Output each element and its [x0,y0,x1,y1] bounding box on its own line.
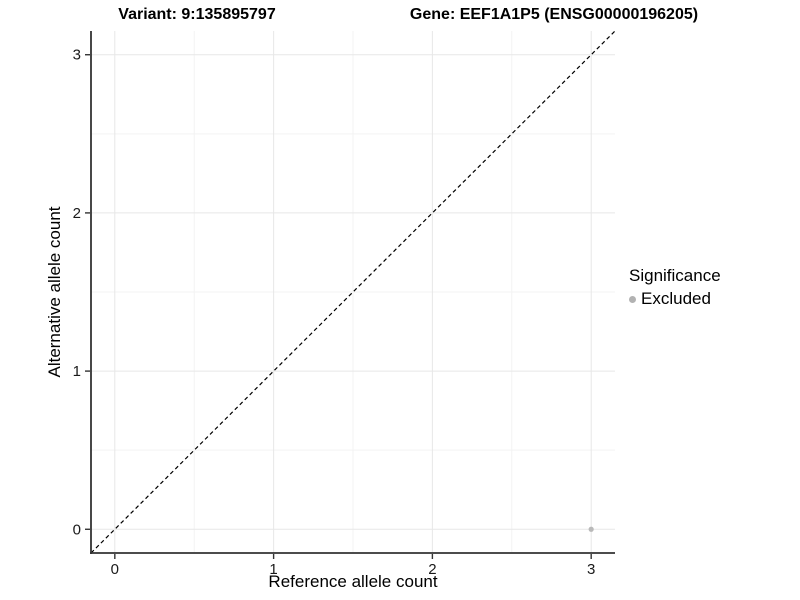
y-tick-label-2: 2 [73,205,81,222]
x-tick-label-1: 1 [269,561,277,578]
y-tick-label-3: 3 [73,47,81,64]
legend-title: Significance [629,266,721,285]
data-point-excluded [588,526,594,532]
legend-point-icon [629,295,636,303]
y-axis-label: Alternative allele count [45,206,64,378]
legend-entry-excluded: Excluded [629,289,721,309]
x-tick-label-0: 0 [111,561,119,578]
y-tick-label-0: 0 [73,521,81,538]
plot-title-variant: Variant: 9:135895797 [118,6,276,23]
legend-entry-label: Excluded [641,289,711,308]
plot-title-gene: Gene: EEF1A1P5 (ENSG00000196205) [409,6,699,23]
identity-line [90,30,616,554]
y-tick-label-1: 1 [73,363,81,380]
legend: Significance Excluded [629,266,721,309]
x-axis-label: Reference allele count [268,572,438,591]
x-tick-label-2: 2 [428,561,436,578]
x-tick-label-3: 3 [587,561,595,578]
